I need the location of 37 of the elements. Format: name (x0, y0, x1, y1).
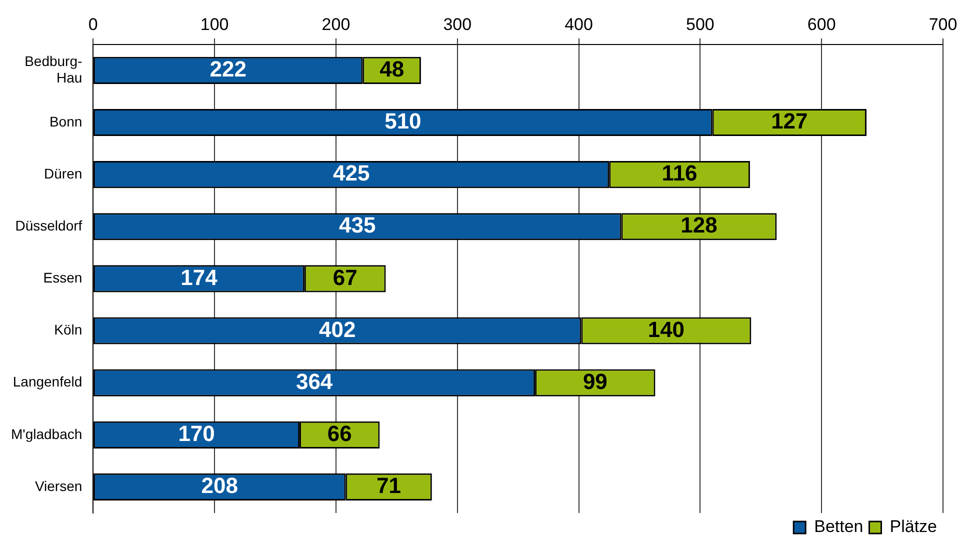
y-tick-label: Bedburg-Hau (24, 52, 82, 86)
x-tick-label: 0 (88, 14, 98, 34)
x-tick-label: 400 (564, 14, 593, 34)
data-label: 67 (332, 264, 358, 290)
x-tick-label: 300 (443, 14, 472, 34)
data-label: 71 (376, 473, 402, 498)
data-label: 140 (648, 316, 685, 342)
y-tick-label: Köln (54, 322, 82, 338)
data-label: 435 (339, 212, 376, 238)
y-tick-label: Bonn (49, 113, 82, 130)
x-tick-label: 500 (686, 14, 714, 34)
data-label: 510 (384, 108, 422, 134)
y-tick-label: Düsseldorf (15, 217, 82, 234)
data-label: 116 (662, 160, 698, 186)
x-tick-label: 600 (807, 14, 836, 34)
data-label: 364 (296, 368, 334, 394)
data-label: 170 (178, 420, 215, 446)
legend-label: Betten (814, 517, 864, 536)
data-label: 208 (201, 473, 238, 498)
data-label: 402 (319, 316, 356, 342)
x-tick-label: 100 (200, 14, 229, 34)
legend-label: Plätze (890, 517, 937, 536)
y-tick-label: Essen (43, 270, 82, 286)
data-label: 99 (582, 368, 608, 394)
data-label: 128 (680, 212, 718, 238)
data-label: 174 (180, 264, 218, 290)
y-tick-label: M'gladbach (10, 426, 82, 442)
data-label: 425 (332, 160, 370, 186)
data-label: 66 (327, 420, 352, 446)
y-tick-label: Viersen (34, 478, 82, 494)
y-tick-label: Langenfeld (12, 374, 82, 390)
y-tick-label: Düren (44, 165, 82, 182)
x-tick-label: 700 (928, 14, 958, 34)
data-label: 222 (210, 56, 246, 82)
data-label: 127 (771, 108, 808, 134)
data-label: 48 (380, 56, 404, 82)
x-tick-label: 200 (322, 14, 350, 34)
